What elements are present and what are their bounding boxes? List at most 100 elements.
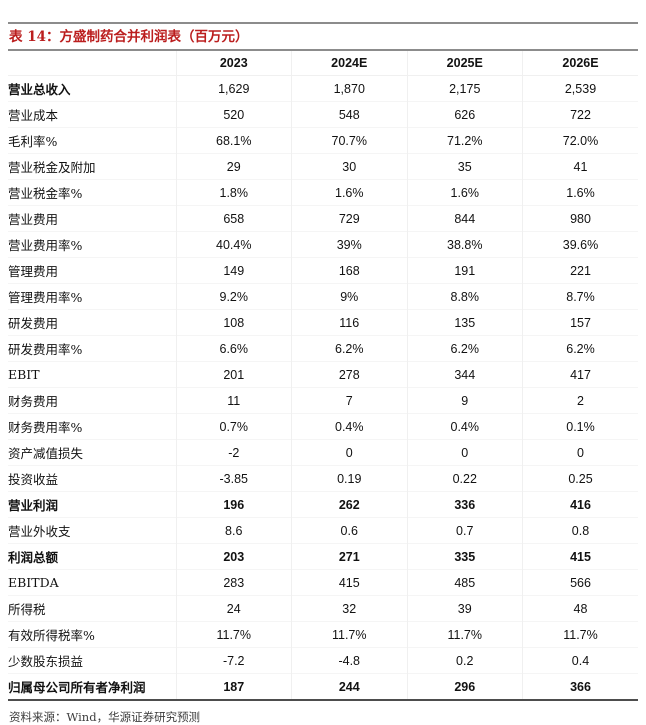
- table-row: 管理费用率% 9.2% 9% 8.8% 8.7%: [8, 283, 638, 310]
- value-cell: 38.8%: [406, 231, 523, 258]
- value-cell: 980: [522, 205, 638, 232]
- value-cell: 70.7%: [291, 127, 407, 154]
- value-cell: 11.7%: [406, 621, 523, 648]
- value-cell: 39.6%: [522, 231, 638, 258]
- bottom-divider: [8, 699, 638, 701]
- value-cell: 201: [175, 361, 292, 388]
- value-cell: 0.19: [291, 465, 407, 492]
- value-cell: 722: [522, 101, 638, 128]
- table-row: 营业费用率% 40.4% 39% 38.8% 39.6%: [8, 231, 638, 258]
- value-cell: 1,870: [291, 75, 407, 102]
- value-cell: 0.1%: [522, 413, 638, 440]
- row-label: 营业总收入: [8, 82, 71, 97]
- value-cell: 1.6%: [291, 179, 407, 206]
- value-cell: 71.2%: [406, 127, 523, 154]
- value-cell: 68.1%: [175, 127, 292, 154]
- source-note: 资料来源：Wind，华源证券研究预测: [9, 710, 201, 724]
- value-cell: 11.7%: [175, 621, 292, 648]
- value-cell: 283: [175, 569, 292, 596]
- value-cell: 626: [406, 101, 523, 128]
- value-cell: 8.7%: [522, 283, 638, 310]
- value-cell: 1.6%: [406, 179, 523, 206]
- value-cell: 1.8%: [175, 179, 292, 206]
- value-cell: 203: [175, 543, 292, 570]
- value-cell: 0.25: [522, 465, 638, 492]
- row-label: 营业外收支: [8, 524, 71, 539]
- value-cell: 2,539: [522, 75, 638, 102]
- value-cell: 658: [175, 205, 292, 232]
- value-cell: 24: [175, 595, 292, 622]
- value-cell: 6.2%: [522, 335, 638, 362]
- value-cell: 9.2%: [175, 283, 292, 310]
- table-row: 少数股东损益 -7.2 -4.8 0.2 0.4: [8, 647, 638, 674]
- table-row: 毛利率% 68.1% 70.7% 71.2% 72.0%: [8, 127, 638, 154]
- value-cell: 168: [291, 257, 407, 284]
- value-cell: 0.22: [406, 465, 523, 492]
- value-cell: 29: [175, 153, 292, 180]
- row-label: 管理费用率%: [8, 290, 83, 305]
- value-cell: 35: [406, 153, 523, 180]
- value-cell: -2: [175, 439, 292, 466]
- value-cell: 244: [291, 673, 407, 699]
- row-label: 少数股东损益: [8, 654, 84, 669]
- value-cell: 135: [406, 309, 523, 336]
- table-row: EBITDA 283 415 485 566: [8, 569, 638, 596]
- value-cell: 262: [291, 491, 407, 518]
- row-label: 营业成本: [8, 108, 59, 123]
- income-statement-table: 2023 2024E 2025E 2026E 营业总收入 1,629 1,870 2,…: [8, 51, 638, 699]
- value-cell: 566: [522, 569, 638, 596]
- value-cell: 1.6%: [522, 179, 638, 206]
- value-cell: 0: [522, 439, 638, 466]
- value-cell: 41: [522, 153, 638, 180]
- value-cell: 6.2%: [406, 335, 523, 362]
- value-cell: 0: [291, 439, 407, 466]
- value-cell: 416: [522, 491, 638, 518]
- value-cell: 39: [406, 595, 523, 622]
- value-cell: 520: [175, 101, 292, 128]
- row-label: 投资收益: [8, 472, 59, 487]
- value-cell: 296: [406, 673, 523, 699]
- table-row: 资产减值损失 -2 0 0 0: [8, 439, 638, 466]
- value-cell: 0.7: [406, 517, 523, 544]
- value-cell: 1,629: [175, 75, 292, 102]
- value-cell: 0.4%: [406, 413, 523, 440]
- header-year-2023: 2023: [175, 51, 292, 76]
- value-cell: 548: [291, 101, 407, 128]
- table-row: 营业税金率% 1.8% 1.6% 1.6% 1.6%: [8, 179, 638, 206]
- table-row: 财务费用 11 7 9 2: [8, 387, 638, 414]
- header-year-2025e: 2025E: [406, 51, 523, 76]
- value-cell: 221: [522, 257, 638, 284]
- value-cell: 8.8%: [406, 283, 523, 310]
- row-label: EBITDA: [8, 575, 59, 590]
- value-cell: 6.6%: [175, 335, 292, 362]
- value-cell: 335: [406, 543, 523, 570]
- value-cell: 72.0%: [522, 127, 638, 154]
- value-cell: 336: [406, 491, 523, 518]
- row-label: 研发费用: [8, 316, 59, 331]
- value-cell: 0.7%: [175, 413, 292, 440]
- value-cell: 191: [406, 257, 523, 284]
- value-cell: 729: [291, 205, 407, 232]
- value-cell: 844: [406, 205, 523, 232]
- value-cell: 417: [522, 361, 638, 388]
- row-label: 资产减值损失: [8, 446, 84, 461]
- value-cell: 149: [175, 257, 292, 284]
- value-cell: 6.2%: [291, 335, 407, 362]
- table-row: 营业税金及附加 29 30 35 41: [8, 153, 638, 180]
- value-cell: 108: [175, 309, 292, 336]
- table-header-row: 2023 2024E 2025E 2026E: [8, 51, 638, 76]
- value-cell: 8.6: [175, 517, 292, 544]
- value-cell: 2,175: [406, 75, 523, 102]
- table-row: 营业费用 658 729 844 980: [8, 205, 638, 232]
- value-cell: 0.6: [291, 517, 407, 544]
- table-title: 表 14：方盛制药合并利润表（百万元）: [9, 29, 249, 45]
- value-cell: 48: [522, 595, 638, 622]
- table-row: 投资收益 -3.85 0.19 0.22 0.25: [8, 465, 638, 492]
- value-cell: 271: [291, 543, 407, 570]
- row-label: 管理费用: [8, 264, 59, 279]
- row-label: 所得税: [8, 602, 46, 617]
- table-row: 营业外收支 8.6 0.6 0.7 0.8: [8, 517, 638, 544]
- value-cell: 366: [522, 673, 638, 699]
- table-row: 财务费用率% 0.7% 0.4% 0.4% 0.1%: [8, 413, 638, 440]
- value-cell: 11: [175, 387, 292, 414]
